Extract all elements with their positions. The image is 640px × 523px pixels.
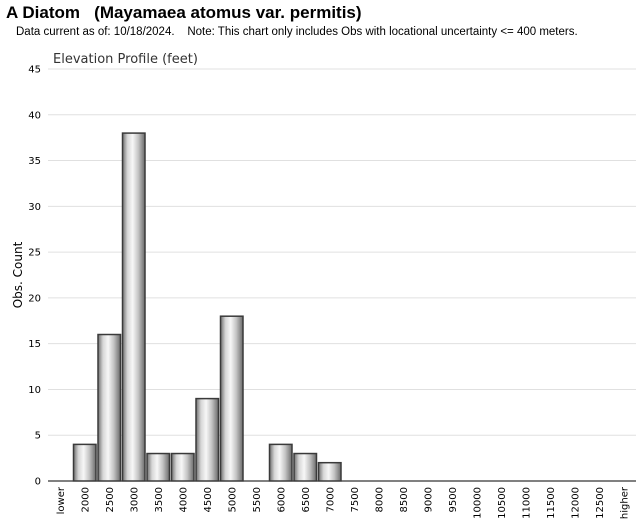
bars [72, 132, 342, 482]
x-tick-label: 9000 [423, 487, 434, 512]
chart-title: Elevation Profile (feet) [53, 52, 198, 67]
x-tick-label: lower [56, 486, 67, 514]
y-tick-label: 15 [28, 339, 41, 350]
bar-6500 [293, 452, 318, 482]
y-tick-label: 30 [28, 202, 41, 213]
bar-2500 [97, 333, 122, 482]
x-axis-ticks: lower 2000 2500 3000 3500 4000 4500 5000 5500 600… [56, 486, 631, 519]
bar-2000 [72, 443, 97, 482]
y-tick-label: 20 [28, 293, 41, 304]
x-tick-label: 3500 [154, 487, 165, 512]
x-tick-label: 4500 [203, 487, 214, 512]
y-axis-label: Obs. Count [11, 241, 25, 308]
y-tick-label: 25 [28, 248, 41, 259]
x-tick-label: 11000 [521, 487, 532, 519]
bar-5000 [219, 315, 244, 482]
x-tick-label: 10500 [497, 487, 508, 519]
x-tick-label: 10000 [472, 487, 483, 519]
x-tick-label: 5000 [227, 487, 238, 512]
x-tick-label: 8000 [374, 487, 385, 512]
x-tick-label: 6000 [276, 487, 287, 512]
bar-7000 [317, 461, 342, 482]
x-tick-label: 7500 [350, 487, 361, 512]
x-tick-label: 6500 [301, 487, 312, 512]
x-tick-label: 4000 [178, 487, 189, 512]
bar-3500 [146, 452, 171, 482]
x-tick-label: higher [619, 486, 630, 519]
y-tick-label: 5 [35, 431, 41, 442]
x-tick-label: 12000 [570, 487, 581, 519]
data-currency-note: Data current as of: 10/18/2024. Note: Th… [16, 26, 578, 38]
x-tick-label: 2000 [80, 487, 91, 512]
bar-6000 [268, 443, 293, 482]
page-title: A Diatom (Mayamaea atomus var. permitis) [6, 3, 362, 22]
x-tick-label: 9500 [448, 487, 459, 512]
y-tick-label: 45 [28, 65, 41, 76]
x-tick-label: 12500 [595, 487, 606, 519]
bar-3000 [121, 132, 146, 482]
y-tick-label: 40 [28, 110, 41, 121]
x-tick-label: 7000 [325, 487, 336, 512]
x-tick-label: 11500 [546, 487, 557, 519]
y-tick-label: 35 [28, 156, 41, 167]
y-axis-ticks: 0 5 10 15 20 25 30 35 40 45 [28, 65, 41, 488]
y-tick-label: 10 [28, 385, 41, 396]
x-tick-label: 8500 [399, 487, 410, 512]
bar-4000 [170, 452, 195, 482]
x-tick-label: 5500 [252, 487, 263, 512]
x-tick-label: 2500 [105, 487, 116, 512]
grid-lines [48, 68, 636, 482]
x-tick-label: 3000 [129, 487, 140, 512]
bar-4500 [195, 397, 220, 482]
y-tick-label: 0 [35, 477, 41, 488]
